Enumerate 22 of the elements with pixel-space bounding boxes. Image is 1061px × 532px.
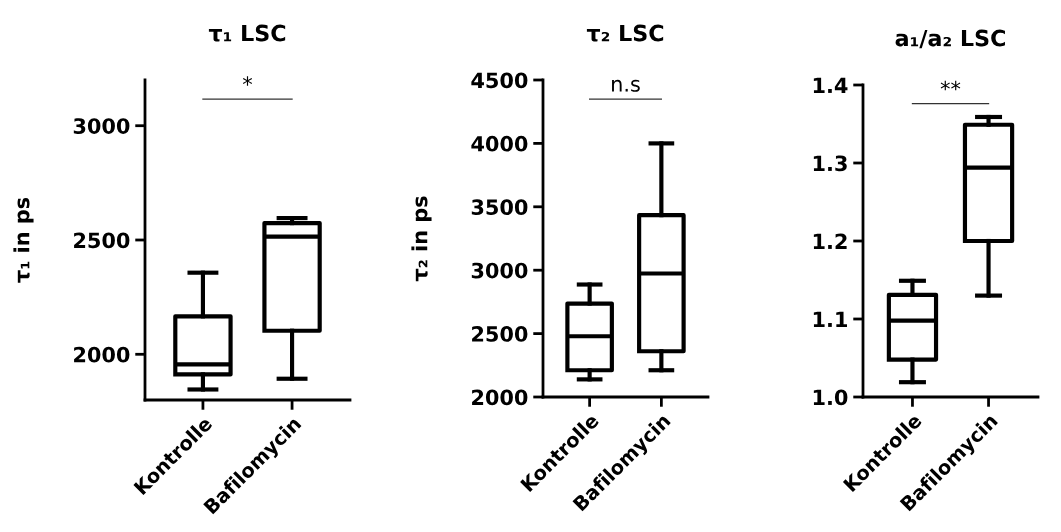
annotation: ** (940, 80, 961, 91)
y-tick-label: 4500 (471, 72, 528, 89)
y-tick-label: 2000 (74, 346, 130, 363)
annotation: * (242, 76, 253, 86)
y-tick-label: 2500 (472, 326, 528, 342)
annotation: n.s (612, 79, 640, 92)
y-tick-label: 1.2 (813, 233, 847, 249)
chart-title: τ₂ LSC (586, 24, 664, 42)
y-tick-label: 4000 (471, 135, 528, 152)
y-axis-title: τ₂ in ps (411, 196, 432, 282)
chart-title: a₁/a₂ LSC (895, 29, 1005, 49)
y-tick-label: 3000 (471, 262, 528, 279)
y-tick-label: 2500 (74, 232, 130, 249)
y-tick-label: 2000 (472, 389, 528, 406)
y-tick-label: 1.1 (813, 311, 847, 327)
y-tick-label: 1.4 (813, 77, 848, 93)
y-tick-label: 3500 (471, 199, 528, 216)
y-axis-title: τ₁ in ps (13, 197, 34, 283)
y-tick-label: 1.3 (813, 155, 847, 172)
y-tick-label: 3000 (73, 118, 130, 134)
chart-title: τ₁ LSC (208, 24, 286, 42)
y-tick-label: 1.0 (813, 389, 848, 406)
